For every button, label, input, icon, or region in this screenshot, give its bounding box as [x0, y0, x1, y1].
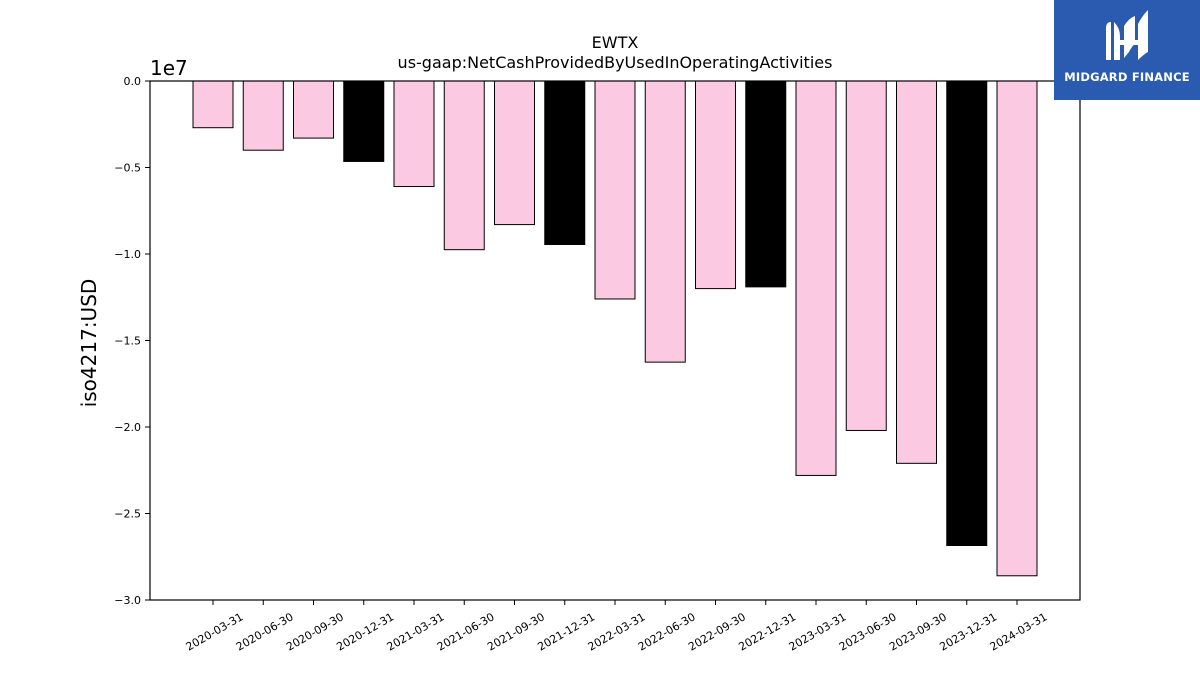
chart-title-line2: us-gaap:NetCashProvidedByUsedInOperating…	[398, 53, 833, 72]
bar-2021-12-31	[544, 80, 586, 245]
y-axis-label: iso4217:USD	[77, 279, 101, 408]
x-tick-label: 2024-03-31	[988, 610, 1050, 653]
y-tick-label: −0.5	[114, 162, 141, 175]
y-tick-label: −1.0	[114, 248, 141, 261]
bars-group	[192, 80, 1038, 577]
bar-2021-03-31	[393, 80, 435, 188]
y-tick-label: −2.0	[114, 421, 141, 434]
y-tick-label: 0.0	[124, 75, 142, 88]
bar-2023-09-30	[896, 80, 937, 464]
logo-mark-icon	[1106, 10, 1148, 60]
bar-2024-03-31	[996, 80, 1038, 577]
y-scale-label: 1e7	[150, 56, 188, 80]
y-axis-ticks: 0.0 −0.5 −1.0 −1.5 −2.0 −2.5 −3.0	[114, 75, 150, 607]
logo-text: MIDGARD FINANCE	[1064, 70, 1190, 84]
bar-2021-09-30	[494, 80, 535, 226]
bar-2022-06-30	[644, 80, 686, 363]
bar-2021-06-30	[443, 80, 485, 251]
bar-2023-12-31	[946, 80, 988, 546]
bar-2020-06-30	[242, 80, 284, 151]
chart-title-line1: EWTX	[592, 33, 639, 52]
midgard-finance-logo: MIDGARD FINANCE	[1054, 0, 1200, 100]
bar-2020-03-31	[192, 80, 234, 129]
bar-2022-12-31	[745, 80, 787, 288]
x-axis-ticks: 2020-03-312020-06-302020-09-302020-12-31…	[184, 600, 1050, 654]
bar-2020-09-30	[293, 80, 334, 139]
bar-2020-12-31	[343, 80, 385, 162]
y-tick-label: −1.5	[114, 335, 141, 348]
bar-2022-09-30	[695, 80, 736, 290]
y-tick-label: −2.5	[114, 508, 141, 521]
y-tick-label: −3.0	[114, 594, 141, 607]
bar-2023-06-30	[845, 80, 887, 431]
bar-2023-03-31	[795, 80, 837, 476]
bar-2022-03-31	[594, 80, 636, 300]
